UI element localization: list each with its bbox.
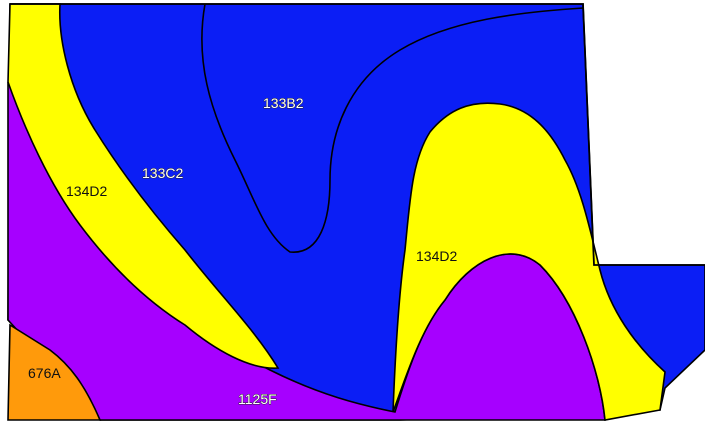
map-unit-polygon-134D2-left xyxy=(7,3,280,369)
unit-label-133C2: 133C2 xyxy=(142,165,183,181)
unit-label-134D2-right: 134D2 xyxy=(416,248,457,264)
unit-label-134D2-left: 134D2 xyxy=(66,183,107,199)
unit-label-133B2: 133B2 xyxy=(263,95,304,111)
unit-label-676A: 676A xyxy=(28,365,61,381)
map-unit-polygon-676A xyxy=(7,323,102,421)
map-unit-polygon-134D2-right xyxy=(392,102,666,421)
unit-boundary-133B2 xyxy=(201,3,584,253)
unit-label-1125F: 1125F xyxy=(238,391,277,407)
parcel-outline xyxy=(10,3,705,266)
